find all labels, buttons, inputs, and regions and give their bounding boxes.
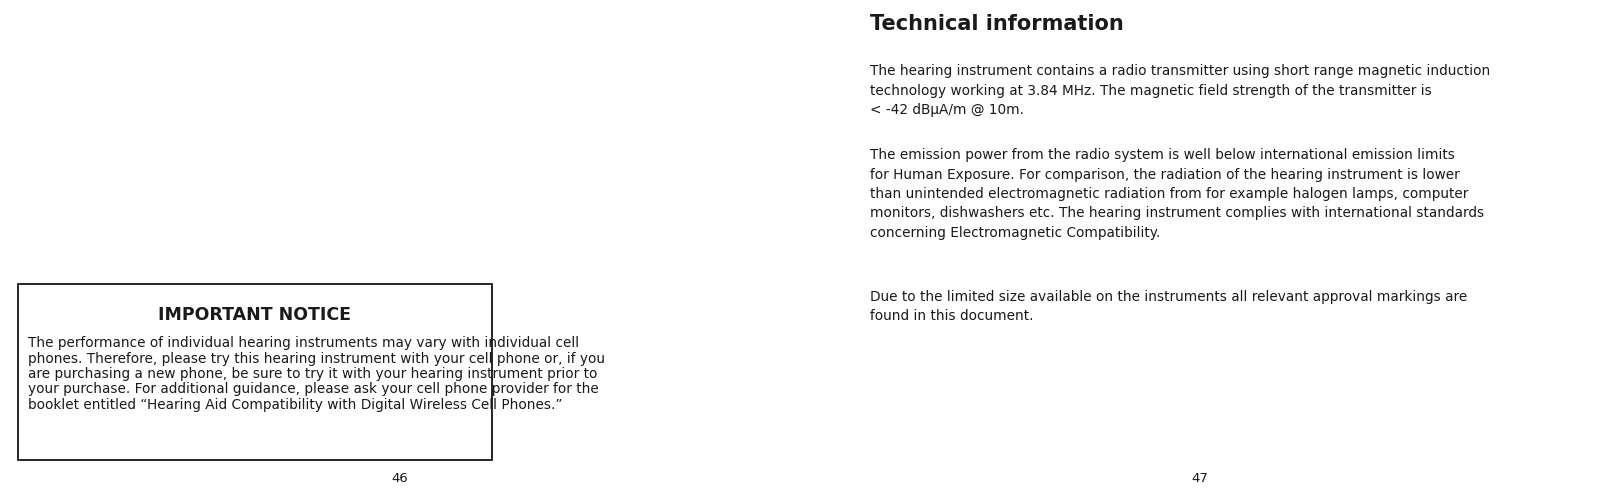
Text: The emission power from the radio system is well below international emission li: The emission power from the radio system… bbox=[870, 148, 1485, 240]
Text: your purchase. For additional guidance, please ask your cell phone provider for : your purchase. For additional guidance, … bbox=[29, 383, 598, 396]
Text: The hearing instrument contains a radio transmitter using short range magnetic i: The hearing instrument contains a radio … bbox=[870, 64, 1490, 117]
Text: IMPORTANT NOTICE: IMPORTANT NOTICE bbox=[158, 306, 352, 324]
Text: phones. Therefore, please try this hearing instrument with your cell phone or, i: phones. Therefore, please try this heari… bbox=[29, 351, 605, 366]
Text: 46: 46 bbox=[392, 472, 408, 485]
Text: The performance of individual hearing instruments may vary with individual cell: The performance of individual hearing in… bbox=[29, 336, 579, 350]
Text: booklet entitled “Hearing Aid Compatibility with Digital Wireless Cell Phones.”: booklet entitled “Hearing Aid Compatibil… bbox=[29, 398, 563, 412]
Bar bbox=[18, 284, 493, 460]
Text: Technical information: Technical information bbox=[870, 14, 1123, 34]
Text: Due to the limited size available on the instruments all relevant approval marki: Due to the limited size available on the… bbox=[870, 290, 1467, 324]
Text: are purchasing a new phone, be sure to try it with your hearing instrument prior: are purchasing a new phone, be sure to t… bbox=[29, 367, 597, 381]
Text: 47: 47 bbox=[1192, 472, 1208, 485]
